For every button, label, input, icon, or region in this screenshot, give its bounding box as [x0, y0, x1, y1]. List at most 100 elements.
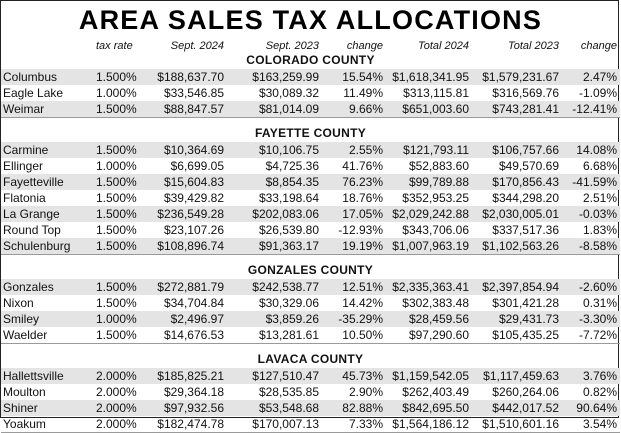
monthly-change-cell: 9.66%: [348, 102, 383, 116]
monthly-change-cell: 2.55%: [348, 143, 383, 157]
total-2023-amount-cell: $1,102,563.26: [482, 239, 559, 253]
city-name-cell: Schulenburg: [3, 239, 71, 253]
total-2023-amount-cell: $105,435.25: [492, 328, 559, 342]
sept-2023-amount-cell: $127,510.47: [252, 369, 319, 383]
total-2023-amount-cell: $1,510,601.16: [482, 417, 559, 431]
table-row: Moulton 2.000% $29,364.18 $28,535.85 2.90% $2…: [1, 384, 620, 400]
monthly-change-cell: 14.42%: [342, 296, 383, 310]
tax-rate-cell: 2.000%: [96, 401, 137, 415]
tax-rate-cell: 1.500%: [96, 70, 137, 84]
sept-2024-amount-cell: $23,107.26: [163, 223, 224, 237]
total-2024-amount-cell: $1,618,341.95: [392, 70, 469, 84]
total-change-cell: 14.08%: [576, 143, 617, 157]
sept-2023-amount-cell: $8,854.35: [265, 175, 319, 189]
tax-rate-cell: 1.000%: [96, 312, 137, 326]
total-2023-amount-cell: $260,264.06: [492, 385, 559, 399]
monthly-change-cell: 2.90%: [348, 385, 383, 399]
table-row: Gonzales 1.500% $272,881.79 $242,538.77 12.5…: [1, 279, 620, 295]
sept-2024-amount-cell: $15,604.83: [163, 175, 224, 189]
city-name-cell: Waelder: [3, 328, 48, 342]
tax-rate-cell: 2.000%: [96, 369, 137, 383]
tax-rate-cell: 2.000%: [96, 417, 137, 431]
total-2024-amount-cell: $343,706.06: [402, 223, 469, 237]
monthly-change-cell: 82.88%: [342, 401, 383, 415]
monthly-change-cell: 15.54%: [342, 70, 383, 84]
tax-rate-cell: 1.500%: [96, 280, 137, 294]
column-header-row: tax rate Sept. 2024 Sept. 2023 change To…: [1, 39, 620, 53]
total-change-cell: -0.03%: [578, 207, 617, 221]
total-2023-amount-cell: $743,281.41: [492, 102, 559, 116]
table-row: Eagle Lake 1.000% $33,546.85 $30,089.32 11.4…: [1, 85, 620, 101]
sept-2023-amount-cell: $202,083.06: [252, 207, 319, 221]
monthly-change-cell: 11.49%: [343, 86, 383, 100]
city-name-cell: Gonzales: [3, 280, 54, 294]
sept-2024-amount-cell: $97,932.56: [163, 401, 224, 415]
total-2024-amount-cell: $52,883.60: [408, 159, 469, 173]
total-2023-amount-cell: $49,570.69: [498, 159, 559, 173]
total-change-cell: -2.60%: [578, 280, 617, 294]
monthly-change-cell: -35.29%: [338, 312, 383, 326]
sept-2024-amount-cell: $272,881.79: [157, 280, 224, 294]
city-name-cell: Weimar: [3, 102, 45, 116]
total-2024-amount-cell: $121,793.11: [403, 143, 469, 157]
total-2023-amount-cell: $170,856.43: [492, 175, 559, 189]
sept-2023-amount-cell: $30,329.06: [258, 296, 319, 310]
total-change-cell: 0.31%: [582, 296, 617, 310]
tax-rate-cell: 1.500%: [96, 328, 137, 342]
total-2024-amount-cell: $842,695.50: [402, 401, 469, 415]
sept-2024-amount-cell: $39,429.82: [163, 191, 224, 205]
page-title: AREA SALES TAX ALLOCATIONS: [78, 5, 543, 35]
total-change-cell: -7.72%: [578, 328, 617, 342]
monthly-change-cell: 19.19%: [342, 239, 383, 253]
monthly-change-cell: 12.51%: [342, 280, 383, 294]
total-2024-amount-cell: $313,115.81: [403, 86, 469, 100]
total-2023-amount-cell: $442,017.52: [492, 401, 559, 415]
city-name-cell: La Grange: [3, 207, 60, 221]
sept-2023-amount-cell: $242,538.77: [252, 280, 319, 294]
total-2023-amount-cell: $337,517.36: [492, 223, 559, 237]
county-header: COLORADO COUNTY: [246, 53, 375, 67]
tax-rate-cell: 2.000%: [96, 385, 137, 399]
monthly-change-cell: 18.76%: [342, 191, 383, 205]
total-2023-amount-cell: $1,579,231.67: [482, 70, 559, 84]
sept-2023-amount-cell: $81,014.09: [258, 102, 319, 116]
total-2024-amount-cell: $302,383.48: [402, 296, 469, 310]
sept-2024-amount-cell: $2,496.97: [170, 312, 224, 326]
sept-2024-amount-cell: $10,364.69: [163, 143, 224, 157]
column-header-total-change: change: [580, 40, 617, 52]
table-row: Fayetteville 1.500% $15,604.83 $8,854.35 76.…: [1, 174, 620, 190]
tax-rate-cell: 1.500%: [96, 296, 137, 310]
total-2024-amount-cell: $28,459.56: [408, 312, 469, 326]
tax-rate-cell: 1.500%: [96, 175, 137, 189]
total-2024-amount-cell: $2,029,242.88: [392, 207, 469, 221]
tax-rate-cell: 1.000%: [96, 159, 137, 173]
total-2023-amount-cell: $2,397,854.94: [482, 280, 559, 294]
city-name-cell: Eagle Lake: [3, 86, 64, 100]
sept-2023-amount-cell: $30,089.32: [258, 86, 319, 100]
sept-2023-amount-cell: $33,198.64: [258, 191, 319, 205]
table-row: Shiner 2.000% $97,932.56 $53,548.68 82.88% $8…: [1, 400, 620, 416]
total-change-cell: 90.64%: [576, 401, 617, 415]
tax-rate-cell: 1.500%: [96, 191, 137, 205]
city-name-cell: Smiley: [3, 312, 40, 326]
total-change-cell: 6.68%: [582, 159, 617, 173]
total-2023-amount-cell: $344,298.20: [492, 191, 559, 205]
table-row: Yoakum 2.000% $182,474.78 $170,007.13 7.33% $…: [1, 416, 620, 433]
sept-2024-amount-cell: $188,637.70: [157, 70, 224, 84]
table-row: Smiley 1.000% $2,496.97 $3,859.26 -35.29% $28…: [1, 311, 620, 327]
table-row: Ellinger 1.000% $6,699.05 $4,725.36 41.76% $5…: [1, 158, 620, 174]
tax-rate-cell: 1.500%: [96, 102, 137, 116]
monthly-change-cell: 17.05%: [342, 207, 383, 221]
sept-2024-amount-cell: $88,847.57: [163, 102, 224, 116]
total-2024-amount-cell: $262,403.49: [402, 385, 469, 399]
city-name-cell: Ellinger: [3, 159, 44, 173]
column-header-change: change: [346, 40, 383, 52]
tax-rate-cell: 1.500%: [96, 207, 137, 221]
monthly-change-cell: 76.23%: [342, 175, 383, 189]
county-header: GONZALES COUNTY: [247, 263, 374, 277]
total-change-cell: 2.47%: [582, 70, 617, 84]
table-row: La Grange 1.500% $236,549.28 $202,083.06 17.…: [1, 206, 620, 222]
total-2023-amount-cell: $29,431.73: [498, 312, 559, 326]
city-name-cell: Columbus: [3, 70, 58, 84]
